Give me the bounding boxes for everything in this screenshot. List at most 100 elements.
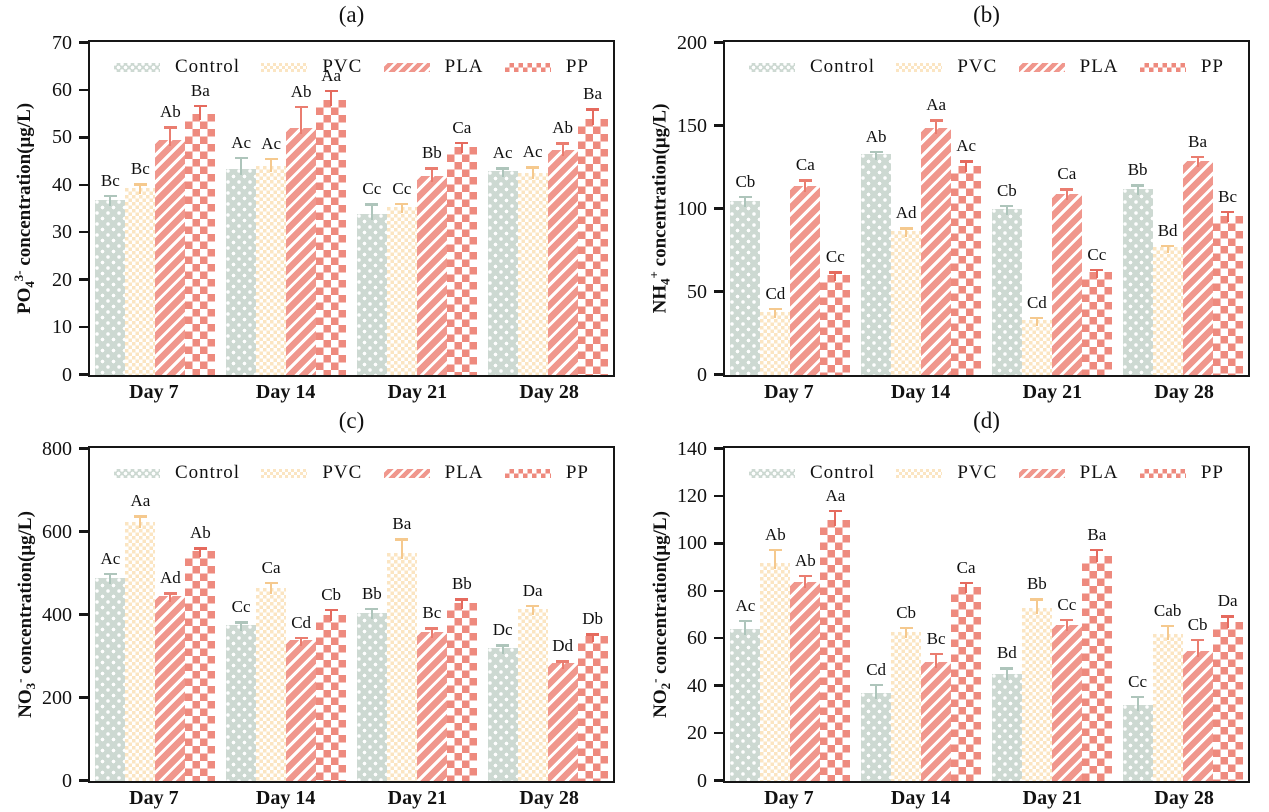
significance-label: Aa	[926, 95, 947, 115]
legend-item-pla: PLA	[1018, 56, 1119, 78]
legend-label: PP	[1200, 462, 1224, 483]
bar-pp: Da	[1212, 592, 1243, 781]
panel-title: (a)	[338, 2, 365, 27]
legend-item-pvc: PVC	[261, 462, 362, 484]
error-bar-cap	[496, 644, 510, 647]
legend: Control PVC PLA PP	[90, 56, 613, 78]
bar-group: Dc Da Dd Db	[482, 448, 613, 781]
legend-item-control: Control	[114, 462, 240, 484]
error-bar-cap	[1000, 667, 1014, 670]
bar-pvc: Da	[517, 582, 548, 781]
y-tick-label: 100	[677, 197, 707, 220]
panel-title: (c)	[338, 408, 365, 433]
significance-label: Cb	[735, 171, 756, 191]
bar-group: Ac Ab Ab Aa	[725, 448, 856, 781]
x-category-label: Day 28	[519, 787, 579, 809]
legend-label: PVC	[957, 462, 998, 483]
bar-pp: Db	[577, 610, 608, 781]
y-tick-label: 80	[687, 579, 707, 602]
bar-pp: Ba	[1081, 526, 1112, 781]
error-bar-cap	[738, 195, 752, 199]
error-bar-cap	[294, 105, 308, 109]
significance-label: Cc	[1128, 671, 1148, 691]
y-tick	[79, 530, 88, 533]
error-bar-cap	[768, 307, 782, 311]
error-bar-cap	[264, 157, 278, 161]
error-bar-cap	[526, 166, 540, 169]
error-bar-cap	[899, 227, 913, 230]
significance-label: Cc	[362, 179, 382, 199]
error-bar-cap	[1131, 695, 1145, 699]
error-bar	[1005, 667, 1008, 681]
error-bar-cap	[1060, 618, 1074, 622]
significance-label: Bc	[422, 603, 442, 623]
y-tick	[714, 494, 723, 498]
error-bar-cap	[395, 538, 409, 541]
legend: Control PVC PLA PP	[90, 462, 613, 484]
error-bar	[270, 157, 273, 173]
error-bar	[935, 652, 938, 669]
significance-label: Ba	[583, 84, 603, 104]
bar-control: Bc	[95, 172, 126, 375]
significance-label: Ad	[159, 568, 181, 588]
error-bar	[501, 167, 504, 178]
bar-pp: Bc	[1212, 188, 1243, 375]
error-bar	[501, 644, 504, 655]
error-bar	[1035, 316, 1038, 327]
y-tick-label: 30	[52, 221, 72, 244]
error-bar	[591, 633, 594, 642]
error-bar	[1035, 598, 1038, 614]
panel-title: (d)	[973, 408, 1000, 433]
error-bar-cap	[1191, 638, 1205, 642]
x-category-label: Day 7	[764, 381, 814, 403]
bar-group: Cb Cd Ca Cc	[725, 42, 856, 375]
legend-swatch	[261, 468, 308, 478]
error-bar	[460, 141, 463, 154]
plot-area: Control PVC PLA PP Bc Bc Ab Ba Ac Ac Ab Aa Cc Cc Bb Ca A…	[88, 40, 615, 377]
significance-label: Ab	[159, 102, 181, 122]
legend-item-pvc: PVC	[896, 462, 997, 484]
x-category-label: Day 28	[519, 381, 579, 403]
bar-pla: Bc	[921, 630, 952, 781]
chart-panel-c: (c) NO3- concentration(μg/L) Control PVC P…	[0, 406, 634, 812]
bar-control: Cb	[991, 182, 1022, 375]
bar-pla: Bc	[416, 604, 447, 781]
legend-item-pvc: PVC	[896, 56, 997, 78]
y-tick	[79, 230, 88, 234]
error-bar-cap	[103, 572, 117, 576]
y-tick	[714, 290, 723, 293]
x-axis-labels: Day 7 Day 14 Day 21 Day 28	[723, 381, 1250, 404]
legend-item-pvc: PVC	[261, 56, 362, 78]
legend-label: Control	[810, 56, 876, 77]
significance-label: Bd	[1157, 220, 1178, 240]
bar-pla: Ab	[790, 552, 821, 781]
chart-panel-b: (b) NH4+ concentration(μg/L) Control PVC P…	[635, 0, 1269, 406]
significance-label: Ab	[794, 550, 816, 570]
bar-pla: Ad	[155, 569, 186, 781]
significance-label: Ac	[492, 143, 513, 163]
error-bar	[270, 581, 273, 595]
bar-pp: Cb	[316, 586, 347, 781]
significance-label: Ab	[764, 524, 786, 544]
error-bar-cap	[234, 156, 248, 160]
error-bar-cap	[1221, 615, 1235, 618]
bar-pvc: Ac	[256, 135, 287, 375]
y-tick-label: 800	[42, 437, 72, 460]
bar-pp: Aa	[820, 487, 851, 781]
legend-item-pp: PP	[1139, 56, 1224, 78]
error-bar	[460, 598, 463, 609]
y-tick-label: 50	[52, 126, 72, 149]
significance-label: Db	[582, 609, 604, 629]
y-tick	[79, 41, 88, 44]
bar-control: Cc	[356, 180, 387, 375]
y-tick	[714, 589, 723, 593]
error-bar	[370, 203, 373, 220]
y-tick	[79, 183, 88, 187]
significance-label: Dd	[552, 636, 574, 656]
significance-label: Cb	[996, 180, 1017, 200]
error-bar-cap	[365, 203, 379, 206]
error-bar	[330, 89, 333, 106]
bar-group: Ab Ad Aa Ac	[856, 42, 987, 375]
error-bar	[804, 179, 807, 192]
error-bar	[965, 581, 968, 593]
